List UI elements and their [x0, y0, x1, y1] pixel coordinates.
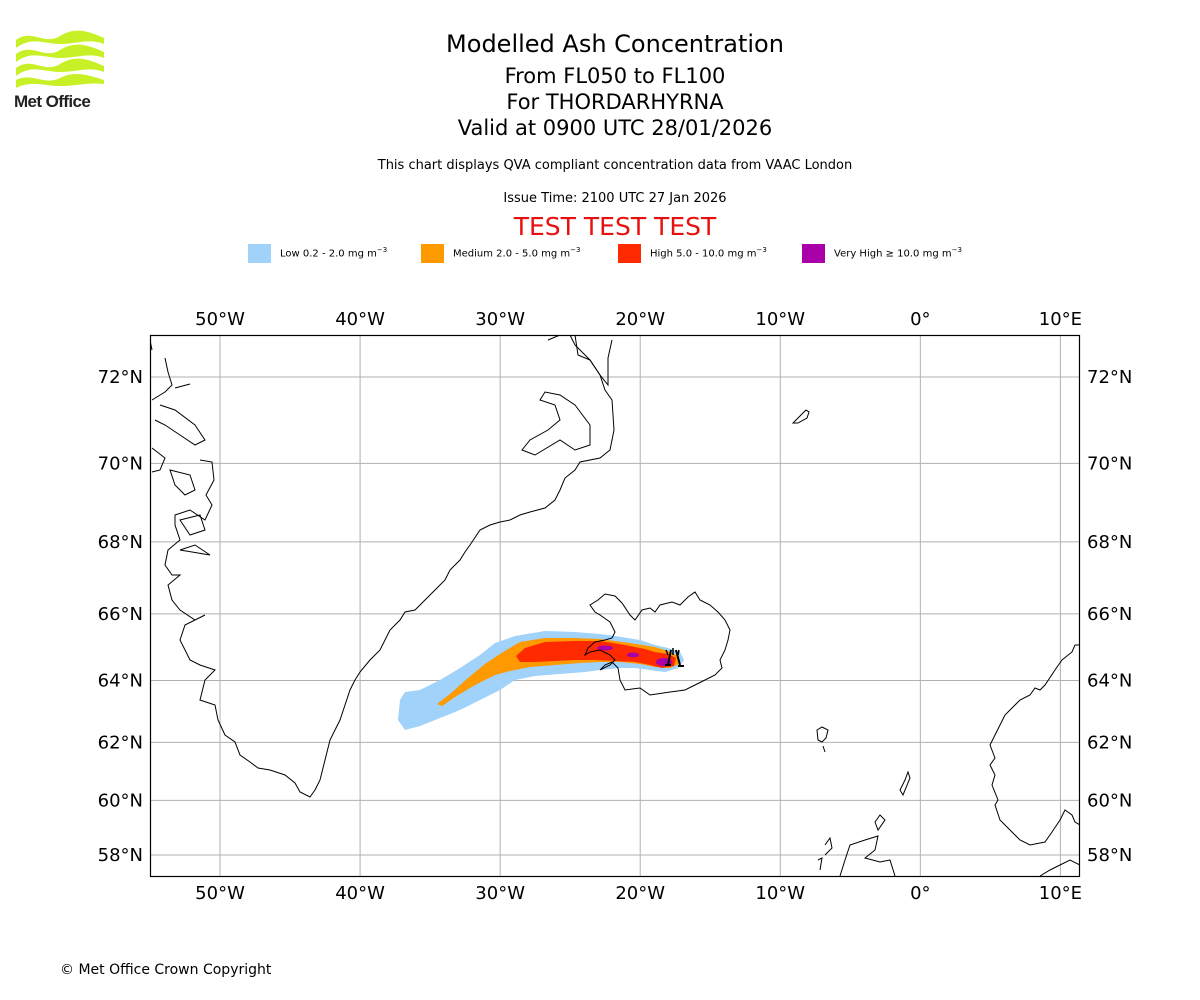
met-office-logo: Met Office — [14, 30, 109, 112]
legend-label-very-high: Very High ≥ 10.0 mg m−3 — [834, 246, 962, 260]
tick-labels: 50°W 50°W 40°W 40°W 30°W 30°W 20°W 20°W 10°W 10°W… — [98, 309, 1133, 904]
lat-label-right: 64°N — [1087, 670, 1132, 691]
legend-swatch-high — [618, 244, 641, 263]
legend-swatch-low — [248, 244, 271, 263]
lon-label-top: 0° — [910, 309, 930, 330]
coastline-jan-mayen — [791, 409, 810, 424]
lat-label-right: 62°N — [1087, 732, 1132, 753]
coastline-iceland — [583, 591, 731, 696]
lon-label-top: 10°E — [1039, 309, 1082, 330]
ash-plume-high — [516, 641, 676, 668]
coastline-greenland-islands — [169, 469, 211, 556]
lon-label-bottom: 30°W — [475, 883, 525, 904]
coastline-shetland — [899, 770, 911, 797]
lon-label-top: 50°W — [195, 309, 245, 330]
ash-plume-very-high-2 — [627, 652, 639, 658]
test-banner: TEST TEST TEST — [513, 212, 717, 241]
ash-plume-very-high-1 — [597, 645, 613, 651]
logo-text: Met Office — [14, 92, 91, 111]
lat-label-right: 72°N — [1087, 367, 1132, 388]
lat-label-right: 60°N — [1087, 790, 1132, 811]
map-frame — [149, 334, 1081, 878]
lon-label-bottom: 40°W — [335, 883, 385, 904]
lat-label-left: 66°N — [98, 604, 143, 625]
coastline-greenland-north — [547, 335, 613, 387]
lon-label-bottom: 0° — [910, 883, 930, 904]
lat-label-left: 60°N — [98, 790, 143, 811]
lon-label-bottom: 50°W — [195, 883, 245, 904]
legend-swatch-very-high — [802, 244, 825, 263]
coastline-orkney — [874, 814, 886, 832]
coastlines — [150, 335, 1080, 876]
lat-label-left: 62°N — [98, 732, 143, 753]
legend-swatch-medium — [421, 244, 444, 263]
coastline-norway — [989, 644, 1080, 876]
lon-label-bottom: 10°E — [1039, 883, 1082, 904]
lon-label-bottom: 10°W — [755, 883, 805, 904]
legend-label-high: High 5.0 - 10.0 mg m−3 — [650, 246, 767, 260]
coastline-greenland-fjord — [521, 391, 591, 456]
lon-label-top: 10°W — [755, 309, 805, 330]
copyright-notice: © Met Office Crown Copyright — [60, 962, 272, 978]
lon-label-top: 30°W — [475, 309, 525, 330]
chart-description: This chart displays QVA compliant concen… — [377, 158, 853, 173]
coastline-faroe — [816, 726, 829, 753]
lat-label-left: 58°N — [98, 845, 143, 866]
lat-label-left: 72°N — [98, 367, 143, 388]
valid-time: Valid at 0900 UTC 28/01/2026 — [457, 116, 773, 140]
coastline-scotland — [817, 835, 896, 876]
lon-label-bottom: 20°W — [615, 883, 665, 904]
lon-label-top: 20°W — [615, 309, 665, 330]
flight-level-range: From FL050 to FL100 — [504, 64, 726, 88]
lon-label-top: 40°W — [335, 309, 385, 330]
lat-label-left: 70°N — [98, 453, 143, 474]
chart-title: Modelled Ash Concentration — [446, 30, 784, 58]
met-office-waves-icon — [16, 30, 104, 88]
lat-label-right: 68°N — [1087, 532, 1132, 553]
volcano-marker-icon — [665, 648, 684, 667]
volcano-name: For THORDARHYRNA — [506, 90, 724, 114]
lat-label-left: 64°N — [98, 670, 143, 691]
lat-label-right: 66°N — [1087, 604, 1132, 625]
lat-label-right: 58°N — [1087, 845, 1132, 866]
legend-label-medium: Medium 2.0 - 5.0 mg m−3 — [453, 246, 581, 260]
lat-label-right: 70°N — [1087, 453, 1132, 474]
lat-label-left: 68°N — [98, 532, 143, 553]
gridlines — [150, 335, 1080, 876]
legend-label-low: Low 0.2 - 2.0 mg m−3 — [280, 246, 388, 260]
issue-time: Issue Time: 2100 UTC 27 Jan 2026 — [503, 191, 727, 206]
